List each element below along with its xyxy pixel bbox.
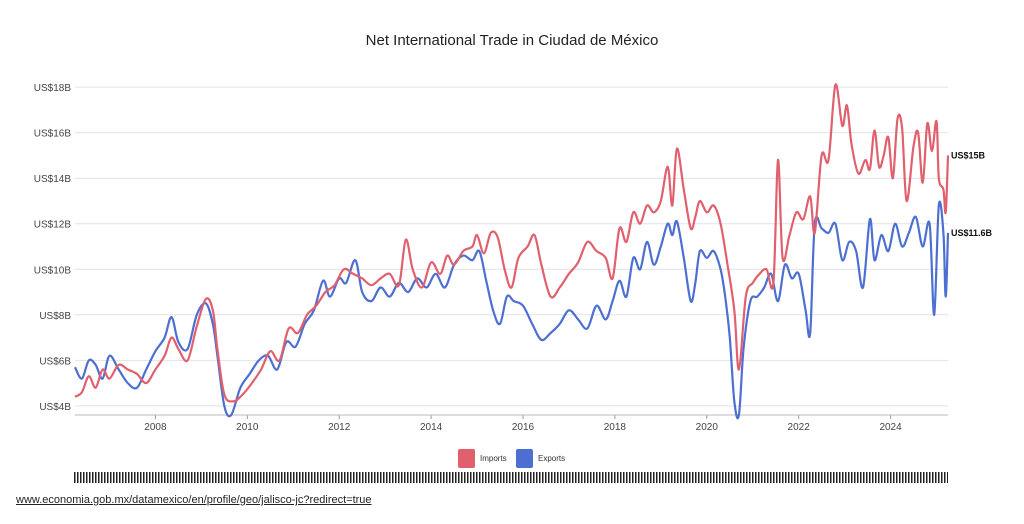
x-tick-label: 2020: [696, 422, 719, 433]
y-tick-label: US$6B: [39, 356, 71, 367]
end-label-exports: US$11.6B: [951, 228, 993, 238]
legend: Imports Exports: [458, 449, 565, 468]
x-tick-label: 2024: [879, 422, 902, 433]
y-tick-label: US$4B: [39, 402, 71, 413]
x-tick-label: 2016: [512, 422, 535, 433]
x-tick-label: 2010: [236, 422, 259, 433]
legend-label-imports[interactable]: Imports: [480, 454, 507, 463]
y-tick-label: US$10B: [34, 265, 72, 276]
series-lines: [74, 83, 950, 420]
end-label-imports: US$15B: [951, 150, 986, 160]
x-tick-label: 2014: [420, 422, 443, 433]
exports-line[interactable]: [74, 200, 950, 420]
gridlines: [75, 86, 948, 407]
legend-swatch-exports[interactable]: [516, 449, 533, 468]
timeline-brush[interactable]: [74, 472, 948, 483]
x-axis-ticks: 2008 2010 2012 2014 2016 2018 2020 2022 2024: [144, 415, 902, 433]
y-tick-label: US$16B: [34, 129, 72, 140]
legend-label-exports[interactable]: Exports: [538, 454, 565, 463]
y-tick-label: US$12B: [34, 220, 72, 231]
legend-swatch-imports[interactable]: [458, 449, 475, 468]
x-tick-label: 2012: [328, 422, 351, 433]
source-link[interactable]: www.economia.gob.mx/datamexico/en/profil…: [16, 494, 372, 506]
y-tick-label: US$14B: [34, 174, 72, 185]
x-tick-label: 2018: [604, 422, 627, 433]
chart-title: Net International Trade in Ciudad de Méx…: [365, 32, 659, 49]
y-tick-label: US$18B: [34, 83, 72, 94]
end-labels: US$11.6B US$15B: [951, 150, 993, 237]
x-tick-label: 2022: [788, 422, 811, 433]
x-tick-label: 2008: [144, 422, 167, 433]
y-axis-ticks: US$4B US$6B US$8B US$10B US$12B US$14B US$16B U…: [34, 83, 72, 413]
y-tick-label: US$8B: [39, 311, 71, 322]
imports-line[interactable]: [74, 83, 950, 403]
